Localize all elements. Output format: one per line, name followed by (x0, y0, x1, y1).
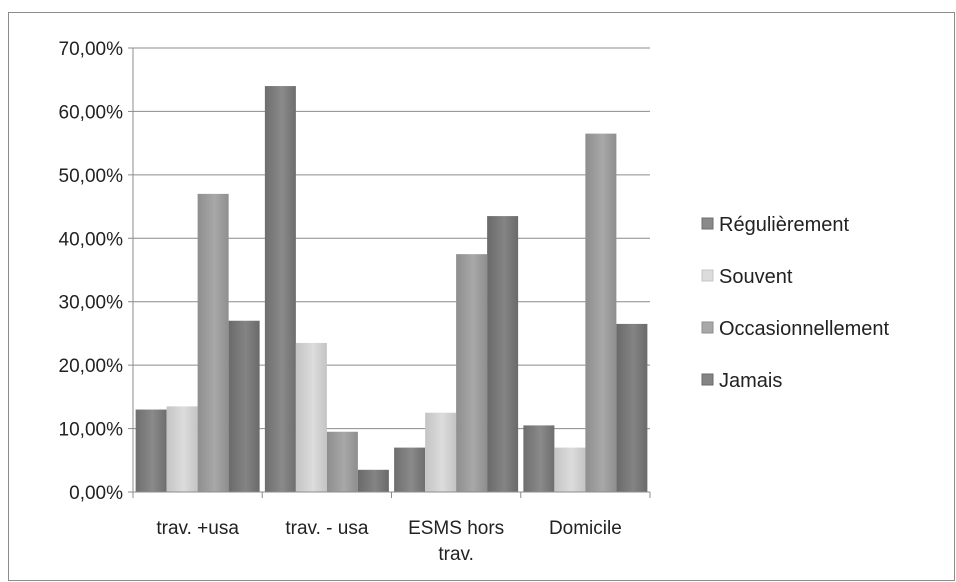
legend-label-occasionnellement: Occasionnellement (719, 318, 890, 340)
y-tick-label: 40,00% (59, 229, 124, 250)
bar-jamais-trav-usa (228, 320, 260, 492)
bar-occasionnellement-trav-usa (326, 431, 358, 492)
bar-jamais-trav-usa (357, 469, 389, 492)
y-tick-label: 0,00% (69, 483, 123, 504)
bar-jamais-esms-hors-trav (487, 216, 519, 493)
y-tick-label: 30,00% (59, 293, 124, 314)
bar-jamais-domicile (616, 323, 648, 492)
legend-swatch-souvent (701, 269, 714, 282)
x-tick-label: trav. - usa (285, 518, 368, 539)
y-tick-labels: 0,00% 10,00% 20,00% 30,00% 40,00% 50,00% 60,00… (59, 39, 124, 504)
legend-swatch-occasionnellement (701, 321, 714, 334)
x-tick-label: Domicile (549, 518, 622, 539)
bar-occasionnellement-esms-hors-trav (456, 254, 488, 492)
bar-souvent-trav-usa (295, 342, 327, 492)
y-tick-label: 60,00% (59, 102, 124, 123)
legend-swatch-regulierement (701, 217, 714, 230)
bar-regulierement-domicile (523, 425, 555, 492)
axes (128, 47, 651, 498)
bar-occasionnellement-trav-usa (197, 193, 229, 492)
legend-label-souvent: Souvent (719, 266, 793, 288)
legend: Régulièrement Souvent Occasionnellement Jam… (701, 214, 890, 392)
bar-souvent-trav-usa (166, 406, 198, 492)
y-tick-label: 70,00% (59, 39, 124, 60)
x-tick-label: ESMS hors trav. (408, 518, 504, 565)
bar-regulierement-esms-hors-trav (394, 447, 426, 492)
y-tick-label: 50,00% (59, 166, 124, 187)
legend-label-jamais: Jamais (719, 370, 782, 392)
x-tick-label: trav. +usa (156, 518, 239, 539)
y-tick-label: 20,00% (59, 356, 124, 377)
bar-souvent-domicile (554, 447, 586, 492)
bar-regulierement-trav-usa (264, 86, 296, 493)
y-tick-label: 10,00% (59, 420, 124, 441)
legend-swatch-jamais (701, 373, 714, 386)
bar-regulierement-trav-usa (135, 409, 167, 492)
bars (135, 86, 648, 493)
bar-souvent-esms-hors-trav (425, 412, 457, 492)
x-tick-labels: trav. +usa trav. - usa ESMS hors trav. Domic… (156, 518, 621, 565)
bar-occasionnellement-domicile (585, 133, 617, 492)
legend-label-regulierement: Régulièrement (719, 214, 850, 236)
